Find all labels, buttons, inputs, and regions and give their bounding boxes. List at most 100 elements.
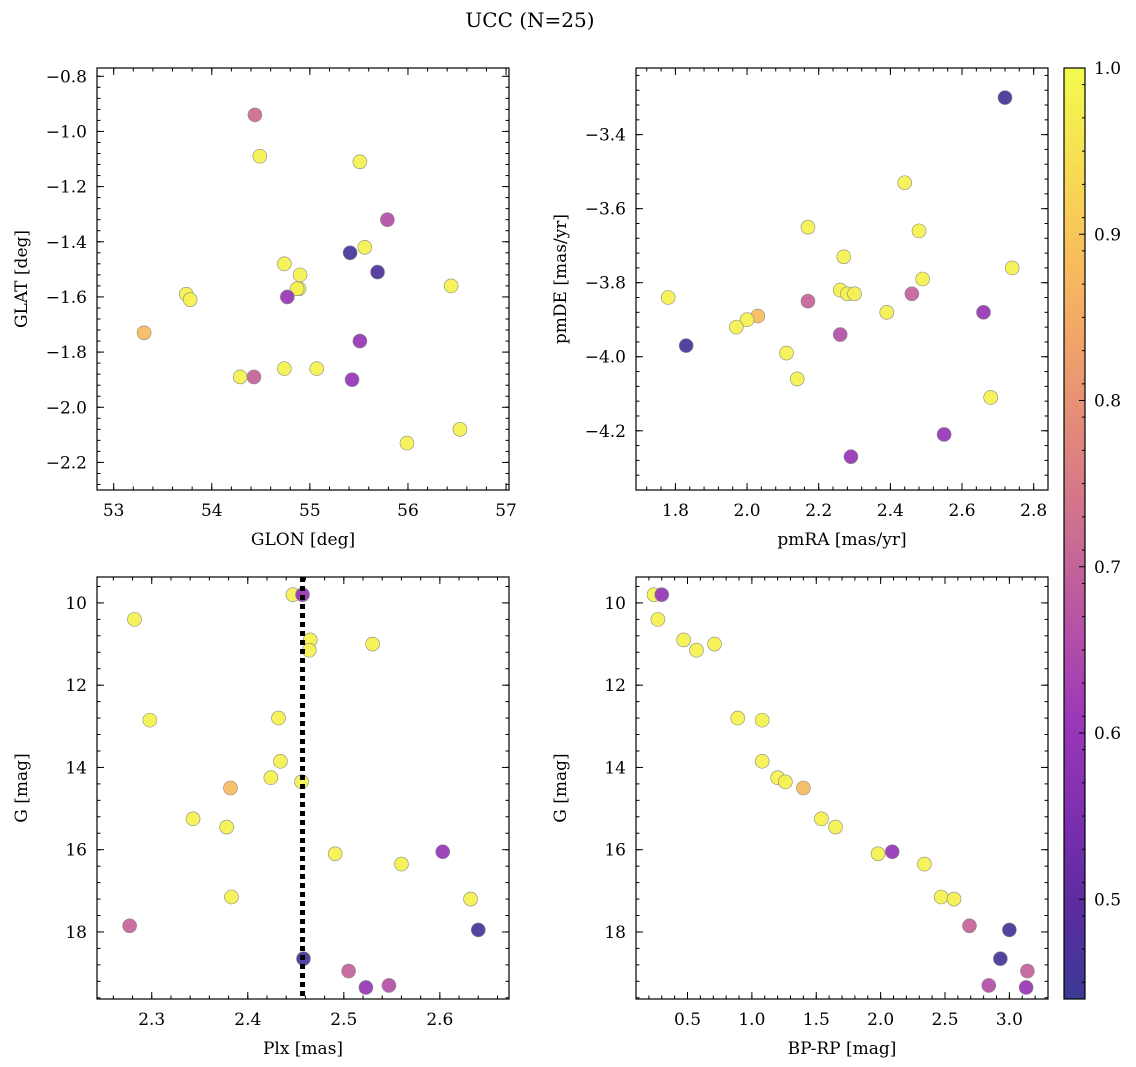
panel-bprp-g: 0.5 1.0 1.5 2.0 2.5 3.0 10 12 14 16 18 BP-RP [mag] G… [551, 576, 1049, 1059]
y-tick-label: 14 [65, 758, 87, 778]
data-point [981, 978, 997, 993]
data-point [800, 293, 816, 309]
scatter-points [660, 90, 1020, 464]
x-tick-label: 56 [397, 501, 419, 521]
data-point [832, 327, 848, 342]
x-axis-label: BP-RP [mag] [788, 1039, 897, 1059]
panel-pmra-pmde: 1.8 2.0 2.2 2.4 2.6 2.8 −4.2 −4.0 −3.8 −3.6 −3.4 pm… [551, 67, 1049, 550]
scatter-points [646, 587, 1035, 995]
y-tick-label: −1.0 [46, 122, 87, 142]
x-tick-label: 1.8 [662, 501, 689, 521]
data-point [280, 289, 295, 305]
scatter-points [136, 107, 468, 451]
y-tick-label: −2.2 [46, 453, 87, 473]
data-point [443, 278, 459, 294]
y-tick-label: 16 [65, 841, 87, 861]
x-tick-label: 2.2 [805, 501, 832, 521]
data-point [271, 710, 286, 726]
data-point [1018, 980, 1034, 995]
data-point [997, 90, 1013, 105]
data-point [357, 239, 373, 255]
y-tick-label: −4.0 [585, 348, 626, 368]
scatter-points [122, 587, 486, 995]
data-point [223, 780, 238, 796]
data-point [729, 319, 744, 335]
panel-plx-g: 2.3 2.4 2.5 2.6 10 12 14 16 18 Plx [mas] G [mag] [12, 576, 510, 1059]
data-point [341, 963, 356, 979]
data-point [142, 712, 158, 728]
data-point [273, 753, 288, 769]
y-tick-label: −3.6 [585, 200, 626, 220]
y-tick-label: −1.6 [46, 288, 87, 308]
axes-frame [635, 67, 1049, 491]
data-point [660, 290, 676, 305]
y-tick-label: −3.8 [585, 274, 626, 294]
data-point [946, 891, 962, 907]
y-tick-label: −2.0 [46, 398, 87, 418]
data-point [739, 312, 755, 328]
x-tick-label: 0.5 [674, 1010, 701, 1030]
data-point [358, 980, 374, 995]
y-axis-label: G [mag] [12, 753, 32, 822]
data-point [470, 922, 486, 938]
x-tick-label: 2.0 [867, 1010, 894, 1030]
data-point [182, 292, 198, 307]
x-tick-label: 57 [495, 501, 517, 521]
y-tick-label: −0.8 [46, 67, 87, 87]
data-point [224, 889, 239, 905]
y-tick-label: 18 [604, 923, 626, 943]
x-tick-label: 2.4 [877, 501, 904, 521]
data-point [789, 371, 805, 387]
y-tick-label: 16 [604, 841, 626, 861]
data-point [796, 780, 811, 796]
data-point [327, 846, 343, 862]
x-axis-label: Plx [mas] [263, 1039, 343, 1059]
data-point [263, 770, 279, 786]
data-point [309, 361, 325, 376]
ticks [635, 577, 1049, 999]
y-tick-label: 10 [604, 594, 626, 614]
colorbar-tick-label: 0.9 [1094, 225, 1121, 245]
data-point [252, 148, 268, 164]
data-point [365, 636, 380, 652]
colorbar-ticks: 0.5 0.6 0.7 0.8 0.9 1.0 [1079, 59, 1121, 983]
data-point [993, 951, 1008, 966]
colorbar-gradient [1064, 68, 1085, 999]
data-point [917, 856, 932, 872]
data-point [277, 256, 292, 272]
data-point [370, 264, 385, 280]
x-tick-label: 2.5 [330, 1010, 357, 1030]
x-tick-label: 2.0 [734, 501, 761, 521]
x-axis-label: GLON [deg] [251, 530, 355, 550]
data-point [933, 889, 949, 905]
y-tick-label: 10 [65, 594, 87, 614]
data-point [676, 632, 691, 648]
data-point [870, 846, 886, 862]
colorbar-tick-label: 0.5 [1094, 890, 1121, 910]
data-point [381, 978, 397, 993]
data-point [650, 612, 666, 627]
panel-glon-glat: 53 54 55 56 57 −2.2 −2.0 −1.8 −1.6 −1.4 −1.2 −1.0 −0… [12, 67, 517, 550]
ticks [636, 68, 1049, 491]
figure-title: UCC (N=25) [465, 8, 594, 32]
data-point [678, 338, 694, 353]
data-point [707, 636, 722, 652]
x-axis-label: pmRA [mas/yr] [777, 530, 906, 550]
data-point [814, 811, 829, 827]
x-tick-label: 2.8 [1020, 501, 1047, 521]
data-point [754, 712, 770, 728]
y-tick-label: 12 [604, 676, 626, 696]
x-tick-label: 55 [299, 501, 321, 521]
colorbar-tick-label: 0.7 [1094, 558, 1121, 578]
y-axis-label: G [mag] [551, 753, 571, 822]
data-point [847, 286, 862, 302]
colorbar-tick-label: 0.8 [1094, 392, 1121, 412]
y-tick-label: −4.2 [585, 422, 626, 442]
data-point [897, 175, 912, 191]
y-tick-label: −1.2 [46, 178, 87, 198]
data-point [219, 819, 234, 835]
data-point [246, 369, 262, 385]
data-point [879, 305, 895, 320]
colorbar-tick-label: 1.0 [1094, 59, 1121, 79]
